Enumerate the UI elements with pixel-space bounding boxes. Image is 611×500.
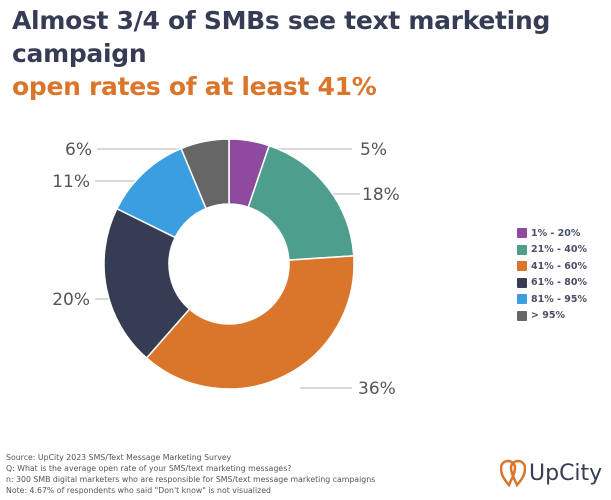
donut-slice [180,138,230,210]
upcity-logo: UpCity [500,458,602,488]
data-label: 5% [360,140,387,160]
donut-slice [247,144,355,261]
note-line: Note: 4.67% of respondents who said "Don… [6,486,271,495]
legend-swatch [517,277,527,288]
data-label: 6% [65,140,92,160]
legend-label: 81% - 95% [531,293,588,305]
source-notes: Source: UpCity 2023 SMS/Text Message Mar… [6,452,375,496]
legend-swatch [517,244,527,255]
logo-text: UpCity [529,460,603,486]
legend-item: 41% - 60% [517,258,587,275]
data-label: 11% [52,172,90,192]
legend-label: 41% - 60% [531,260,588,272]
legend-label: > 95% [531,310,566,322]
legend-swatch [517,261,527,272]
legend-item: 61% - 80% [517,275,587,292]
question-line: Q: What is the average open rate of your… [6,464,292,473]
legend-label: 61% - 80% [531,277,588,289]
data-label: 18% [362,185,400,205]
legend-item: > 95% [517,308,587,325]
legend: 1% - 20% 21% - 40% 41% - 60% 61% - 80% 81% -… [517,225,587,324]
legend-swatch [517,310,527,321]
legend-item: 21% - 40% [517,242,587,259]
legend-item: 81% - 95% [517,291,587,308]
legend-swatch [517,294,527,305]
legend-label: 1% - 20% [531,227,581,239]
title-highlight: open rates of at least 41% [12,72,377,101]
donut-slice [145,255,355,390]
donut-slice [103,207,191,360]
legend-label: 21% - 40% [531,244,588,256]
legend-swatch [517,228,527,239]
data-label: 20% [52,290,90,310]
sample-line: n: 300 SMB digital marketers who are res… [6,475,376,484]
data-label: 36% [358,379,396,399]
chart-title: Almost 3/4 of SMBs see text marketing ca… [12,4,611,103]
title-main: Almost 3/4 of SMBs see text marketing ca… [12,6,551,68]
logo-mark-icon [500,459,526,488]
source-line: Source: UpCity 2023 SMS/Text Message Mar… [6,453,232,462]
legend-item: 1% - 20% [517,225,587,242]
